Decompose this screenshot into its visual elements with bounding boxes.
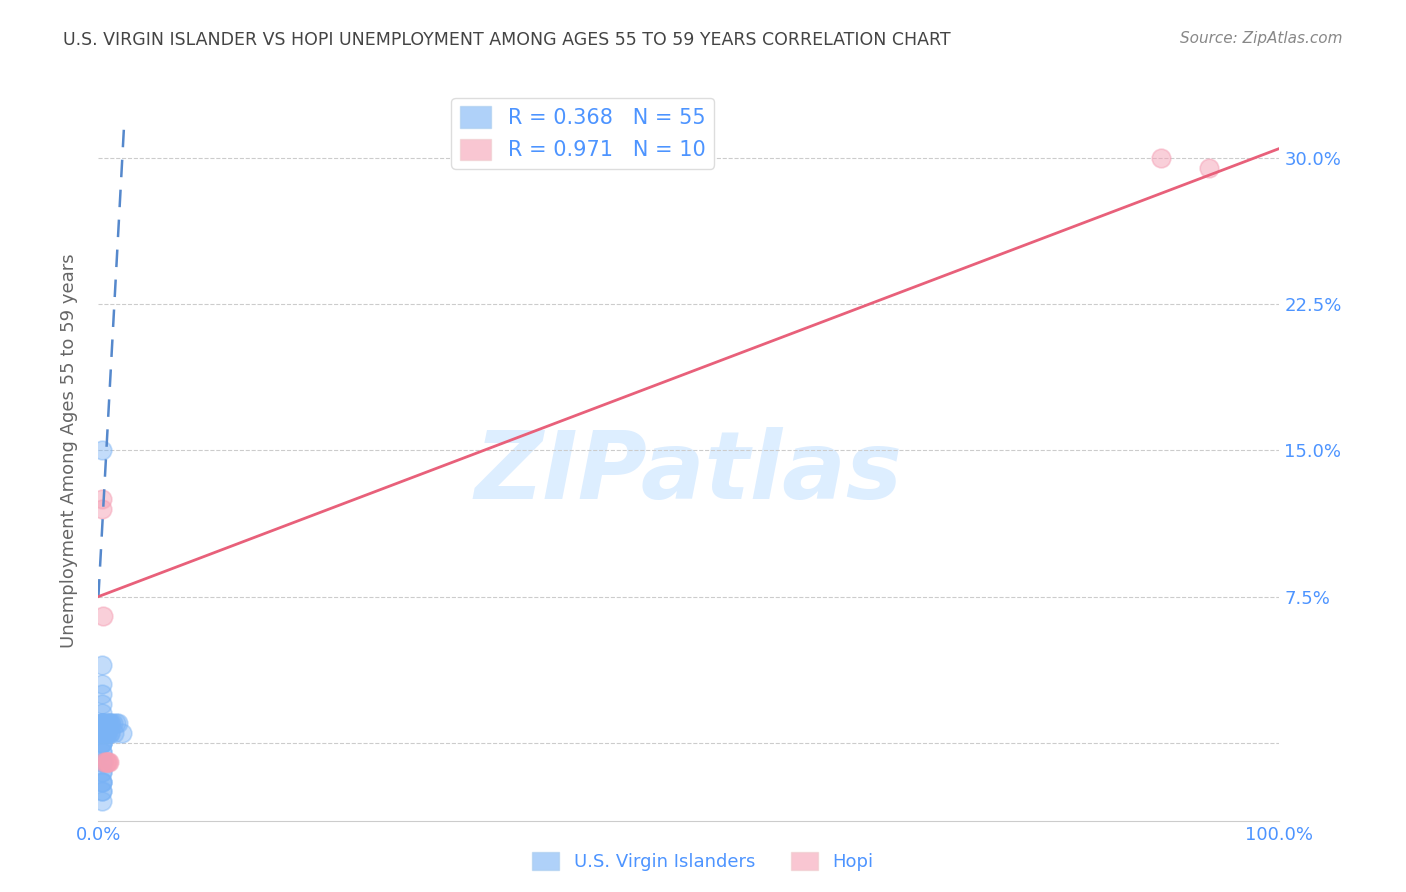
Text: U.S. VIRGIN ISLANDER VS HOPI UNEMPLOYMENT AMONG AGES 55 TO 59 YEARS CORRELATION : U.S. VIRGIN ISLANDER VS HOPI UNEMPLOYMEN… [63,31,950,49]
Point [91,755,114,769]
Point [91,746,114,760]
Point [91,764,114,779]
Point [91,774,114,789]
Point [93,726,115,740]
Point [91,736,114,750]
Point [103,726,125,740]
Point [94,726,117,740]
Text: ZIPatlas: ZIPatlas [475,426,903,518]
Point [91,794,114,808]
Point [107,716,129,731]
Point [93,716,115,731]
Point [96,755,118,769]
Point [91,716,114,731]
Point [94,726,117,740]
Point [1150,151,1173,165]
Point [98,755,121,769]
Point [91,784,114,798]
Point [93,726,115,740]
Point [91,736,114,750]
Point [98,726,121,740]
Point [91,502,114,516]
Point [91,764,114,779]
Point [1198,161,1220,175]
Point [94,726,117,740]
Text: Source: ZipAtlas.com: Source: ZipAtlas.com [1180,31,1343,46]
Point [91,726,114,740]
Point [91,677,114,691]
Point [91,716,114,731]
Point [93,755,115,769]
Point [91,657,114,672]
Point [91,774,114,789]
Point [91,697,114,711]
Point [101,716,124,731]
Point [111,726,134,740]
Point [91,492,114,507]
Point [91,443,114,458]
Point [100,716,122,731]
Point [97,726,120,740]
Point [91,746,114,760]
Point [91,736,114,750]
Point [98,716,121,731]
Legend: R = 0.368   N = 55, R = 0.971   N = 10: R = 0.368 N = 55, R = 0.971 N = 10 [451,98,714,169]
Point [94,755,117,769]
Point [91,609,114,624]
Point [91,716,114,731]
Point [91,736,114,750]
Point [91,687,114,701]
Point [91,726,114,740]
Point [91,716,114,731]
Point [91,716,114,731]
Point [97,755,120,769]
Point [93,726,115,740]
Legend: U.S. Virgin Islanders, Hopi: U.S. Virgin Islanders, Hopi [524,845,882,879]
Point [93,726,115,740]
Point [98,726,121,740]
Point [91,716,114,731]
Y-axis label: Unemployment Among Ages 55 to 59 years: Unemployment Among Ages 55 to 59 years [59,253,77,648]
Point [91,755,114,769]
Point [91,726,114,740]
Point [105,716,128,731]
Point [94,716,117,731]
Point [97,716,120,731]
Point [98,716,121,731]
Point [91,774,114,789]
Point [91,726,114,740]
Point [91,706,114,721]
Point [91,784,114,798]
Point [96,726,118,740]
Point [93,726,115,740]
